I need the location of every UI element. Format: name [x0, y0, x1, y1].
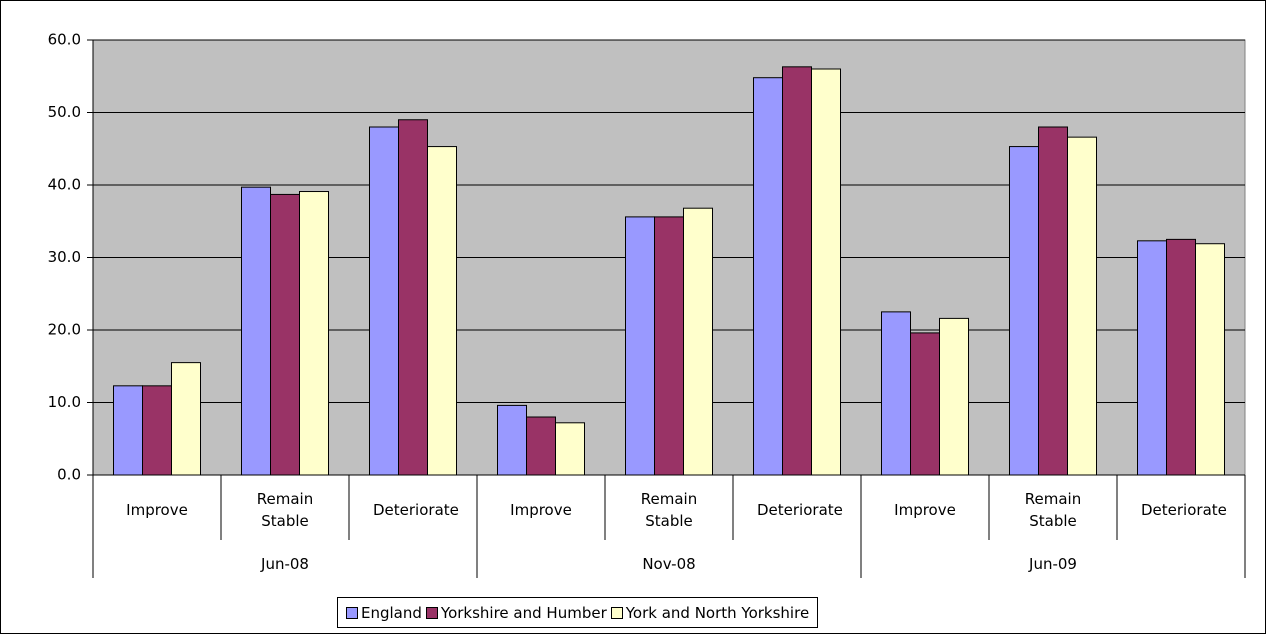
- group-label: Jun-09: [1029, 555, 1077, 573]
- bar: [753, 77, 783, 476]
- x-tick-text: Remain Stable: [1024, 490, 1082, 530]
- bar: [1166, 238, 1196, 476]
- bar: [171, 362, 201, 476]
- x-tick-text: Deteriorate: [1141, 501, 1227, 519]
- bar: [1195, 243, 1225, 476]
- x-tick-text: Improve: [510, 501, 572, 519]
- bar: [299, 191, 329, 476]
- group-label: Nov-08: [642, 555, 696, 573]
- x-tick-label: Improve: [861, 478, 989, 542]
- bar: [625, 216, 655, 476]
- bar: [526, 416, 556, 476]
- bar: [1038, 126, 1068, 476]
- x-tick-label: Deteriorate: [1117, 478, 1245, 542]
- bar: [427, 146, 457, 476]
- bar: [1009, 146, 1039, 476]
- x-tick-text: Improve: [126, 501, 188, 519]
- y-tick-label: 60.0: [48, 31, 81, 49]
- x-tick-text: Remain Stable: [256, 490, 314, 530]
- legend-label: England: [361, 603, 422, 622]
- legend-label: York and North Yorkshire: [625, 603, 810, 622]
- legend: England Yorkshire and Humber York and Nort…: [337, 597, 819, 628]
- x-tick-label: Deteriorate: [349, 478, 477, 542]
- x-tick-label: Remain Stable: [605, 478, 733, 542]
- bar: [782, 66, 812, 476]
- bar: [113, 385, 143, 476]
- bar: [241, 186, 271, 476]
- legend-entry: York and North Yorkshire: [610, 603, 810, 622]
- x-tick-label: Deteriorate: [733, 478, 861, 542]
- legend-swatch: [425, 606, 438, 619]
- bar: [369, 126, 399, 476]
- bar: [1067, 136, 1097, 476]
- bar: [939, 317, 969, 476]
- bar: [555, 422, 585, 476]
- bar: [398, 119, 428, 476]
- y-tick-label: 30.0: [48, 248, 81, 266]
- y-tick-label: 40.0: [48, 176, 81, 194]
- x-tick-text: Remain Stable: [640, 490, 698, 530]
- bar: [654, 216, 684, 476]
- x-tick-text: Deteriorate: [757, 501, 843, 519]
- y-tick-label: 50.0: [48, 103, 81, 121]
- legend-swatch: [346, 606, 358, 619]
- legend-entry: England: [346, 604, 422, 622]
- x-tick-label: Improve: [477, 478, 605, 542]
- y-tick-label: 20.0: [48, 321, 81, 339]
- x-tick-text: Deteriorate: [373, 501, 459, 519]
- bar: [881, 311, 911, 476]
- y-tick-label: 10.0: [48, 393, 81, 411]
- y-tick-label: 0.0: [57, 466, 81, 484]
- legend-swatch: [610, 606, 623, 619]
- bar: [497, 404, 527, 476]
- bar: [811, 68, 841, 476]
- legend-entry: Yorkshire and Humber: [425, 603, 607, 622]
- bar: [910, 332, 940, 476]
- x-tick-text: Improve: [894, 501, 956, 519]
- x-tick-label: Remain Stable: [221, 478, 349, 542]
- bar: [270, 193, 300, 476]
- bar: [683, 207, 713, 476]
- bar: [1137, 240, 1167, 476]
- group-label: Jun-08: [261, 555, 309, 573]
- x-tick-label: Remain Stable: [989, 478, 1117, 542]
- bar: [142, 385, 172, 476]
- x-tick-label: Improve: [93, 478, 221, 542]
- legend-label: Yorkshire and Humber: [440, 603, 607, 622]
